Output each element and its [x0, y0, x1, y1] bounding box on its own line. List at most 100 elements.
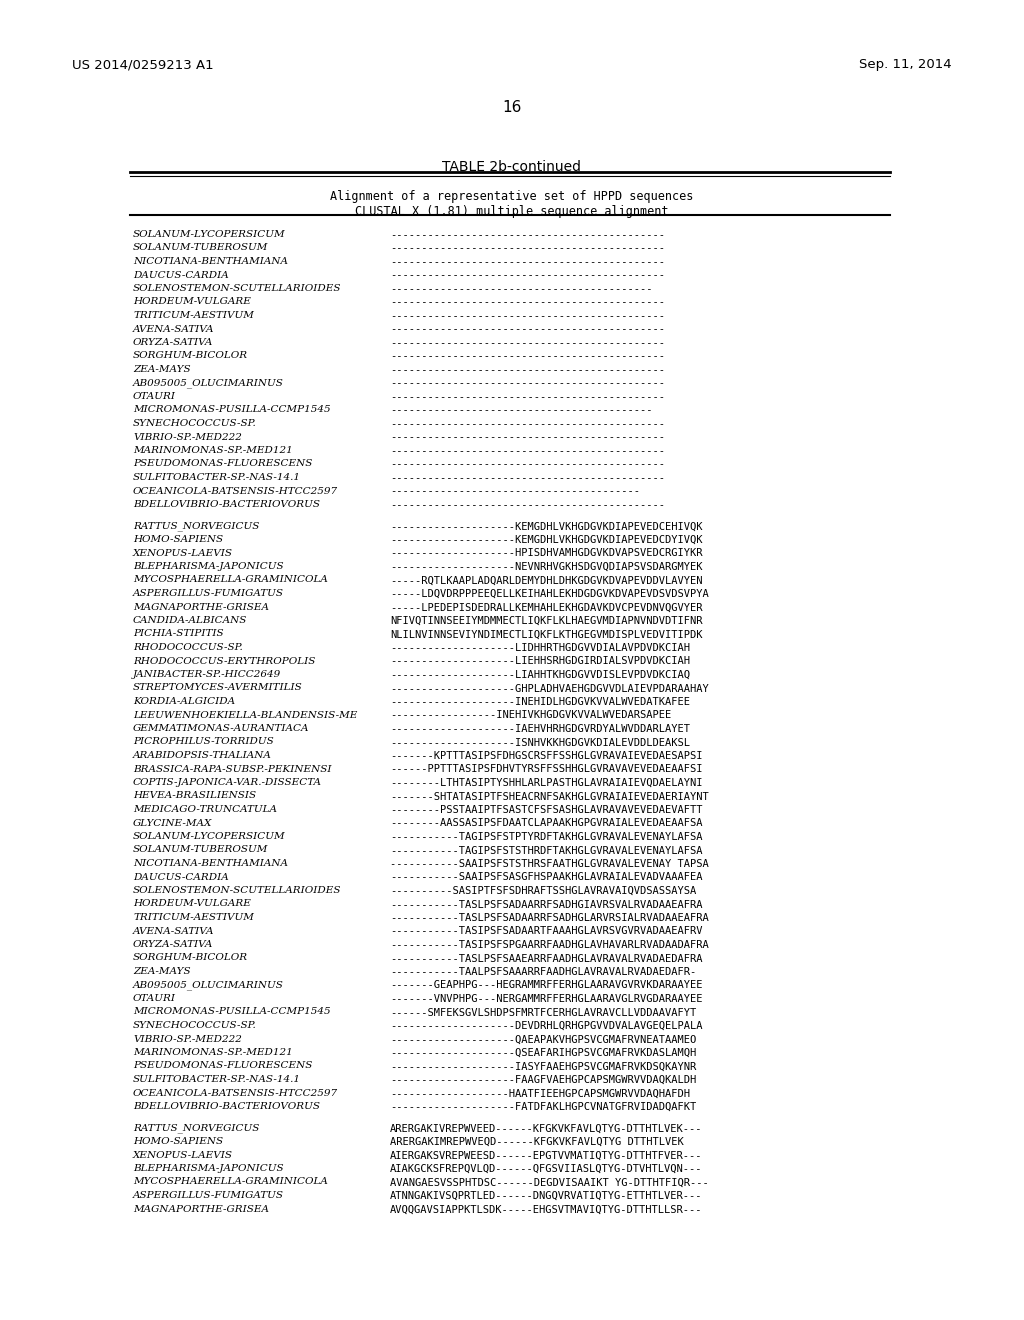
Text: --------------------QAEAPAKVHGPSVCGMAFRVNEATAAMEO: --------------------QAEAPAKVHGPSVCGMAFRV… [390, 1035, 696, 1044]
Text: OCEANICOLA-BATSENSIS-HTCC2597: OCEANICOLA-BATSENSIS-HTCC2597 [133, 1089, 338, 1097]
Text: XENOPUS-LAEVIS: XENOPUS-LAEVIS [133, 1151, 233, 1159]
Text: ZEA-MAYS: ZEA-MAYS [133, 366, 190, 374]
Text: NFIVQTINNSEEIYMDMMECTLIQKFLKLHAEGVMDIAPNVNDVDTIFNR: NFIVQTINNSEEIYMDMMECTLIQKFLKLHAEGVMDIAPN… [390, 616, 702, 626]
Text: HOMO-SAPIENS: HOMO-SAPIENS [133, 535, 223, 544]
Text: -----------TASIPSFSADAARTFAAAHGLAVRSVGVRVADAAEAFRV: -----------TASIPSFSADAARTFAAAHGLAVRSVGVR… [390, 927, 702, 936]
Text: --------------------------------------------: ----------------------------------------… [390, 366, 665, 375]
Text: SOLANUM-TUBEROSUM: SOLANUM-TUBEROSUM [133, 243, 268, 252]
Text: LEEUWENHOEKIELLA-BLANDENSIS-ME: LEEUWENHOEKIELLA-BLANDENSIS-ME [133, 710, 357, 719]
Text: --------------------------------------------: ----------------------------------------… [390, 433, 665, 442]
Text: -----------TASLPSFSADAARRFSADHGLARVRSIALRVADAAEAFRA: -----------TASLPSFSADAARRFSADHGLARVRSIAL… [390, 913, 709, 923]
Text: MICROMONAS-PUSILLA-CCMP1545: MICROMONAS-PUSILLA-CCMP1545 [133, 1007, 331, 1016]
Text: AIERGAKSVREPWEESD------EPGTVVMATIQTYG-DTTHTFVER---: AIERGAKSVREPWEESD------EPGTVVMATIQTYG-DT… [390, 1151, 702, 1160]
Text: HOMO-SAPIENS: HOMO-SAPIENS [133, 1137, 223, 1146]
Text: --------------------------------------------: ----------------------------------------… [390, 271, 665, 281]
Text: ------SMFEKSGVLSHDPSFMRTFCERHGLAVRAVCLLVDDAAVAFYT: ------SMFEKSGVLSHDPSFMRTFCERHGLAVRAVCLLV… [390, 1007, 696, 1018]
Text: ATNNGAKIVSQPRTLED------DNGQVRVATIQTYG-ETTHTLVER---: ATNNGAKIVSQPRTLED------DNGQVRVATIQTYG-ET… [390, 1191, 702, 1201]
Text: BDELLOVIBRIO-BACTERIOVORUS: BDELLOVIBRIO-BACTERIOVORUS [133, 500, 319, 510]
Text: RATTUS_NORVEGICUS: RATTUS_NORVEGICUS [133, 521, 259, 531]
Text: --------------------------------------------: ----------------------------------------… [390, 312, 665, 321]
Text: SORGHUM-BICOLOR: SORGHUM-BICOLOR [133, 351, 248, 360]
Text: SULFITOBACTER-SP.-NAS-14.1: SULFITOBACTER-SP.-NAS-14.1 [133, 473, 301, 482]
Text: DAUCUS-CARDIA: DAUCUS-CARDIA [133, 271, 228, 280]
Text: ----------SASIPTFSFSDHRAFTSSHGLAVRAVAIQVDSASSAYSA: ----------SASIPTFSFSDHRAFTSSHGLAVRAVAIQV… [390, 886, 696, 896]
Text: OTAURI: OTAURI [133, 392, 176, 401]
Text: AVQQGAVSIAPPKTLSDK-----EHGSVTMAVIQTYG-DTTHTLLSR---: AVQQGAVSIAPPKTLSDK-----EHGSVTMAVIQTYG-DT… [390, 1204, 702, 1214]
Text: BRASSICA-RAPA-SUBSP.-PEKINENSI: BRASSICA-RAPA-SUBSP.-PEKINENSI [133, 764, 332, 774]
Text: ------------------------------------------: ----------------------------------------… [390, 405, 652, 416]
Text: SOLENOSTEMON-SCUTELLARIOIDES: SOLENOSTEMON-SCUTELLARIOIDES [133, 284, 341, 293]
Text: -------VNVPHPG---NERGAMMRFFERHGLAARAVGLRVGDARAAYEE: -------VNVPHPG---NERGAMMRFFERHGLAARAVGLR… [390, 994, 702, 1005]
Text: --------------------------------------------: ----------------------------------------… [390, 446, 665, 455]
Text: ----------------------------------------: ---------------------------------------- [390, 487, 640, 496]
Text: --------------------------------------------: ----------------------------------------… [390, 473, 665, 483]
Text: SYNECHOCOCCUS-SP.: SYNECHOCOCCUS-SP. [133, 418, 257, 428]
Text: ORYZA-SATIVA: ORYZA-SATIVA [133, 338, 213, 347]
Text: SULFITOBACTER-SP.-NAS-14.1: SULFITOBACTER-SP.-NAS-14.1 [133, 1074, 301, 1084]
Text: -------SHTATASIPTFSHEACRNFSAKHGLGVRAIAIEVEDAERIAYNT: -------SHTATASIPTFSHEACRNFSAKHGLGVRAIAIE… [390, 792, 709, 801]
Text: RATTUS_NORVEGICUS: RATTUS_NORVEGICUS [133, 1123, 259, 1133]
Text: -----RQTLKAAPLADQARLDEMYDHLDHKGDGVKDVAPEVDDVLAVYEN: -----RQTLKAAPLADQARLDEMYDHLDHKGDGVKDVAPE… [390, 576, 702, 586]
Text: AVANGAESVSSPHTDSC------DEGDVISAAIKT YG-DTTHTFIQR---: AVANGAESVSSPHTDSC------DEGDVISAAIKT YG-D… [390, 1177, 709, 1188]
Text: TRITICUM-AESTIVUM: TRITICUM-AESTIVUM [133, 312, 254, 319]
Text: ------------------------------------------: ----------------------------------------… [390, 284, 652, 294]
Text: RHODOCOCCUS-SP.: RHODOCOCCUS-SP. [133, 643, 243, 652]
Text: AVENA-SATIVA: AVENA-SATIVA [133, 325, 214, 334]
Text: --------------------------------------------: ----------------------------------------… [390, 418, 665, 429]
Text: MAGNAPORTHE-GRISEA: MAGNAPORTHE-GRISEA [133, 602, 269, 611]
Text: 16: 16 [503, 100, 521, 115]
Text: AIAKGCKSFREPQVLQD------QFGSVIIASLQTYG-DTVHTLVQN---: AIAKGCKSFREPQVLQD------QFGSVIIASLQTYG-DT… [390, 1164, 702, 1173]
Text: ASPERGILLUS-FUMIGATUS: ASPERGILLUS-FUMIGATUS [133, 1191, 284, 1200]
Text: TABLE 2b-continued: TABLE 2b-continued [442, 160, 582, 174]
Text: ZEA-MAYS: ZEA-MAYS [133, 968, 190, 975]
Text: --------------------------------------------: ----------------------------------------… [390, 257, 665, 267]
Text: -----------TAGIPSFSTPTYRDFTAKHGLGVRAVALEVENAYLAFSA: -----------TAGIPSFSTPTYRDFTAKHGLGVRAVALE… [390, 832, 702, 842]
Text: VIBRIO-SP.-MED222: VIBRIO-SP.-MED222 [133, 1035, 242, 1044]
Text: -----LPEDEPISDEDRALLKEMHAHLEKHGDAVKDVCPEVDNVQGVYER: -----LPEDEPISDEDRALLKEMHAHLEKHGDAVKDVCPE… [390, 602, 702, 612]
Text: BLEPHARISMA-JAPONICUS: BLEPHARISMA-JAPONICUS [133, 562, 284, 572]
Text: MEDICAGO-TRUNCATULA: MEDICAGO-TRUNCATULA [133, 805, 278, 814]
Text: ------PPTTTASIPSFDHVTYRSFFSSHHGLGVRAVAVEVEDAEAAFSI: ------PPTTTASIPSFDHVTYRSFFSSHHGLGVRAVAVE… [390, 764, 702, 775]
Text: DAUCUS-CARDIA: DAUCUS-CARDIA [133, 873, 228, 882]
Text: ARERGAKIMREPWVEQD------KFGKVKFAVLQTYG DTTHTLVEK: ARERGAKIMREPWVEQD------KFGKVKFAVLQTYG DT… [390, 1137, 684, 1147]
Text: PSEUDOMONAS-FLUORESCENS: PSEUDOMONAS-FLUORESCENS [133, 459, 312, 469]
Text: COPTIS-JAPONICA-VAR.-DISSECTA: COPTIS-JAPONICA-VAR.-DISSECTA [133, 777, 322, 787]
Text: KORDIA-ALGICIDA: KORDIA-ALGICIDA [133, 697, 236, 706]
Text: AB095005_OLUCIMARINUS: AB095005_OLUCIMARINUS [133, 379, 284, 388]
Text: CANDIDA-ALBICANS: CANDIDA-ALBICANS [133, 616, 248, 624]
Text: PICHIA-STIPITIS: PICHIA-STIPITIS [133, 630, 223, 639]
Text: --------------------FAAGFVAEHGPCAPSMGWRVVDAQKALDH: --------------------FAAGFVAEHGPCAPSMGWRV… [390, 1074, 696, 1085]
Text: --------------------LIAHHTKHGDGVVDISLEVPDVDKCIAQ: --------------------LIAHHTKHGDGVVDISLEVP… [390, 671, 690, 680]
Text: --------------------KEMGDHLVKHGDGVKDIAPEVEDCEHIVQK: --------------------KEMGDHLVKHGDGVKDIAPE… [390, 521, 702, 532]
Text: AB095005_OLUCIMARINUS: AB095005_OLUCIMARINUS [133, 981, 284, 990]
Text: ARERGAKIVREPWVEED------KFGKVKFAVLQTYG-DTTHTLVEK---: ARERGAKIVREPWVEED------KFGKVKFAVLQTYG-DT… [390, 1123, 702, 1134]
Text: --------PSSTAAIPTFSASTCFSFSASHGLAVRAVAVEVEDAEVAFTT: --------PSSTAAIPTFSASTCFSFSASHGLAVRAVAVE… [390, 805, 702, 814]
Text: --------------------QSEAFARIHGPSVCGMAFRVKDASLAMQH: --------------------QSEAFARIHGPSVCGMAFRV… [390, 1048, 696, 1059]
Text: --------AASSASIPSFDAATCLAPAAKHGPGVRAIALEVEDAEAAFSA: --------AASSASIPSFDAATCLAPAAKHGPGVRAIALE… [390, 818, 702, 829]
Text: BLEPHARISMA-JAPONICUS: BLEPHARISMA-JAPONICUS [133, 1164, 284, 1173]
Text: PICROPHILUS-TORRIDUS: PICROPHILUS-TORRIDUS [133, 738, 273, 747]
Text: XENOPUS-LAEVIS: XENOPUS-LAEVIS [133, 549, 233, 557]
Text: --------------------LIEHHSRHGDGIRDIALSVPDVDKCIAH: --------------------LIEHHSRHGDGIRDIALSVP… [390, 656, 690, 667]
Text: --------------------------------------------: ----------------------------------------… [390, 459, 665, 470]
Text: MARINOMONAS-SP.-MED121: MARINOMONAS-SP.-MED121 [133, 1048, 293, 1057]
Text: --------------------IAEHVHRHGDGVRDYALWVDDARLAYET: --------------------IAEHVHRHGDGVRDYALWVD… [390, 723, 690, 734]
Text: --------------------NEVNRHVGKHSDGVQDIAPSVSDARGMYEK: --------------------NEVNRHVGKHSDGVQDIAPS… [390, 562, 702, 572]
Text: MICROMONAS-PUSILLA-CCMP1545: MICROMONAS-PUSILLA-CCMP1545 [133, 405, 331, 414]
Text: OTAURI: OTAURI [133, 994, 176, 1003]
Text: --------------------IASYFAAEHGPSVCGMAFRVKDSQKAYNR: --------------------IASYFAAEHGPSVCGMAFRV… [390, 1061, 696, 1072]
Text: --------------------KEMGDHLVKHGDGVKDIAPEVEDCDYIVQK: --------------------KEMGDHLVKHGDGVKDIAPE… [390, 535, 702, 545]
Text: -----------TASLPSFSADAARRFSADHGIAVRSVALRVADAAEAFRA: -----------TASLPSFSADAARRFSADHGIAVRSVALR… [390, 899, 702, 909]
Text: MAGNAPORTHE-GRISEA: MAGNAPORTHE-GRISEA [133, 1204, 269, 1213]
Text: US 2014/0259213 A1: US 2014/0259213 A1 [72, 58, 214, 71]
Text: -----------TASLPSFSAAEARRFAADHGLAVRAVALRVADAEDAFRA: -----------TASLPSFSAAEARRFAADHGLAVRAVALR… [390, 953, 702, 964]
Text: --------------------INEHIDLHGDGVKVVALWVEDATKAFEE: --------------------INEHIDLHGDGVKVVALWVE… [390, 697, 690, 708]
Text: GEMMATIMONAS-AURANTIACA: GEMMATIMONAS-AURANTIACA [133, 723, 309, 733]
Text: ORYZA-SATIVA: ORYZA-SATIVA [133, 940, 213, 949]
Text: OCEANICOLA-BATSENSIS-HTCC2597: OCEANICOLA-BATSENSIS-HTCC2597 [133, 487, 338, 495]
Text: BDELLOVIBRIO-BACTERIOVORUS: BDELLOVIBRIO-BACTERIOVORUS [133, 1102, 319, 1111]
Text: SOLENOSTEMON-SCUTELLARIOIDES: SOLENOSTEMON-SCUTELLARIOIDES [133, 886, 341, 895]
Text: MARINOMONAS-SP.-MED121: MARINOMONAS-SP.-MED121 [133, 446, 293, 455]
Text: --------------------------------------------: ----------------------------------------… [390, 392, 665, 403]
Text: RHODOCOCCUS-ERYTHROPOLIS: RHODOCOCCUS-ERYTHROPOLIS [133, 656, 315, 665]
